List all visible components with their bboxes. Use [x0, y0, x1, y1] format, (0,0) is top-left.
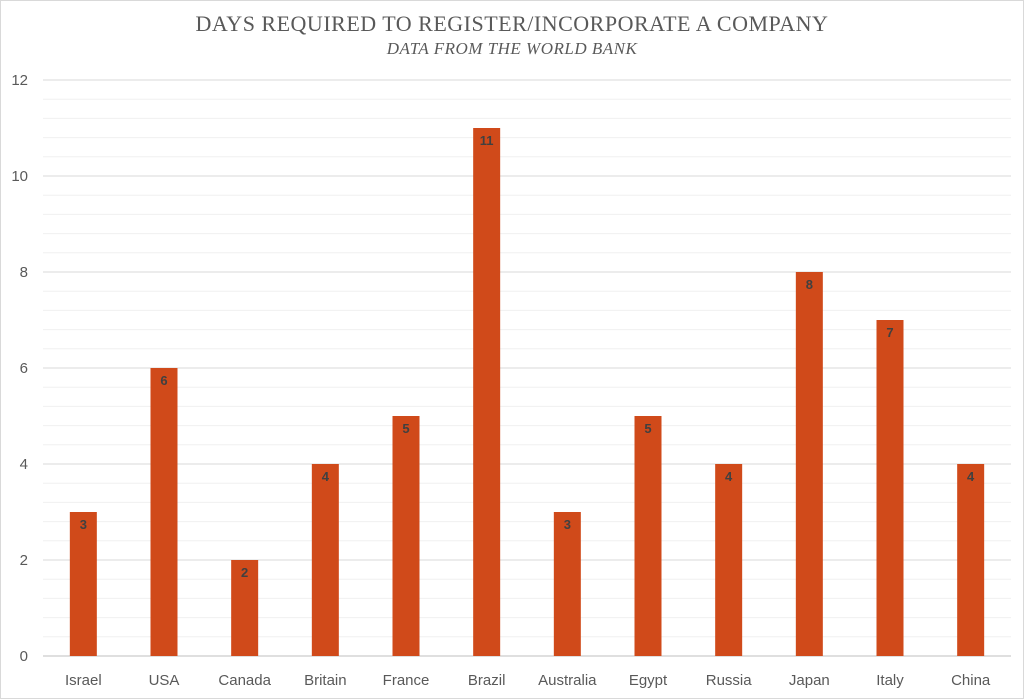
x-tick-label: Israel [65, 672, 102, 689]
y-tick-label: 6 [20, 360, 28, 377]
bar-italy [876, 320, 904, 656]
y-tick-label: 0 [20, 648, 28, 665]
bar-canada [231, 560, 259, 656]
chart-title: DAYS REQUIRED TO REGISTER/INCORPORATE A … [195, 11, 829, 36]
bars: 3 6 2 4 5 11 3 5 4 8 7 4 [69, 128, 985, 656]
bar-egypt [634, 416, 662, 656]
data-label: 8 [806, 277, 813, 292]
y-axis: 0 2 4 6 8 10 12 [11, 72, 28, 665]
bar-japan [795, 272, 823, 656]
y-tick-label: 4 [20, 456, 28, 473]
bar-usa [150, 368, 178, 656]
data-label: 2 [241, 565, 248, 580]
x-axis: Israel USA Canada Britain France Brazil Austra… [65, 672, 991, 689]
y-tick-label: 10 [11, 168, 28, 185]
data-label: 4 [322, 469, 330, 484]
data-label: 11 [480, 133, 494, 148]
x-tick-label: Japan [789, 672, 830, 689]
data-label: 3 [80, 517, 87, 532]
x-tick-label: Australia [538, 672, 597, 689]
data-label: 6 [160, 373, 167, 388]
data-label: 4 [967, 469, 975, 484]
x-tick-label: Britain [304, 672, 347, 689]
bar-israel [69, 512, 97, 656]
bar-china [957, 464, 985, 656]
data-label: 7 [886, 325, 893, 340]
data-label: 4 [725, 469, 733, 484]
y-tick-label: 12 [11, 72, 28, 89]
x-tick-label: Russia [706, 672, 753, 689]
data-label: 5 [402, 421, 409, 436]
data-label: 3 [564, 517, 571, 532]
chart-subtitle: DATA FROM THE WORLD BANK [386, 39, 638, 58]
x-tick-label: Canada [218, 672, 271, 689]
bar-britain [311, 464, 339, 656]
x-tick-label: Egypt [629, 672, 668, 689]
bar-brazil [473, 128, 501, 656]
data-label: 5 [644, 421, 651, 436]
gridlines [43, 79, 1011, 657]
x-tick-label: China [951, 672, 991, 689]
x-tick-label: Italy [876, 672, 904, 689]
bar-australia [553, 512, 581, 656]
bar-france [392, 416, 420, 656]
y-tick-label: 8 [20, 264, 28, 281]
x-tick-label: USA [149, 672, 180, 689]
x-tick-label: Brazil [468, 672, 506, 689]
y-tick-label: 2 [20, 552, 28, 569]
bar-russia [715, 464, 743, 656]
x-tick-label: France [383, 672, 430, 689]
